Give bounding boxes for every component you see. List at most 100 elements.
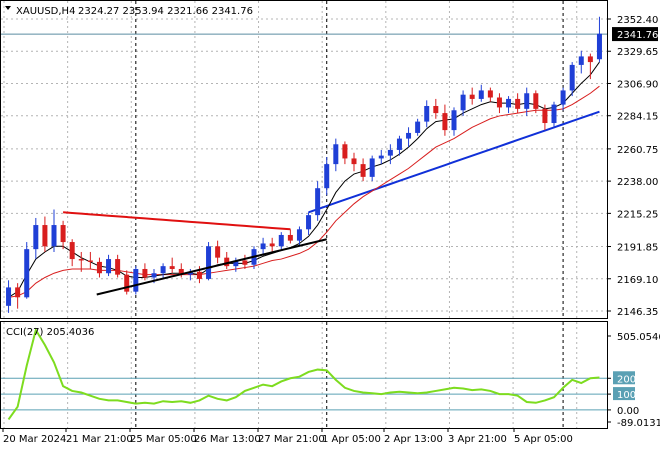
candle-body[interactable] [124, 274, 130, 292]
candle-body[interactable] [533, 93, 539, 109]
candle-body[interactable] [396, 138, 402, 150]
candle-body[interactable] [460, 94, 466, 111]
candle-body[interactable] [333, 144, 339, 165]
price-tick-label: 2215.25 [617, 209, 658, 220]
candle-body[interactable] [496, 97, 502, 108]
candle-body[interactable] [360, 164, 366, 177]
time-tick-label: 26 Mar 13:00 [194, 434, 261, 445]
time-tick-label: 3 Apr 21:00 [448, 434, 507, 445]
current-price-label: 2341.76 [617, 30, 658, 41]
price-tick-label: 2191.85 [617, 243, 658, 254]
symbol-label: XAUUSD,H4 [16, 6, 75, 17]
candle-body[interactable] [515, 98, 521, 109]
cci-tick-label: -89.0131 [617, 418, 660, 429]
candle-body[interactable] [569, 64, 575, 91]
candle-body[interactable] [342, 144, 348, 159]
candle-body[interactable] [415, 121, 421, 133]
candle-body[interactable] [442, 113, 448, 131]
candle-body[interactable] [542, 108, 548, 124]
candle-body[interactable] [151, 273, 157, 278]
candle-body[interactable] [433, 106, 439, 114]
price-tick-label: 2238.00 [617, 177, 658, 188]
candle-body[interactable] [51, 225, 57, 247]
candle-body[interactable] [24, 249, 30, 298]
candle-body[interactable] [187, 271, 193, 275]
candle-body[interactable] [60, 225, 66, 243]
candle-body[interactable] [406, 132, 412, 139]
candle-body[interactable] [324, 164, 330, 189]
candle-body[interactable] [487, 90, 493, 98]
candle-body[interactable] [69, 242, 75, 260]
candle-body[interactable] [178, 268, 184, 275]
cci-panel-frame [0, 321, 608, 429]
ohlc-values: 2324.27 2353.94 2321.66 2341.76 [78, 6, 253, 17]
time-tick-label: 20 Mar 2024 [3, 434, 66, 445]
candle-body[interactable] [33, 225, 39, 250]
candle-body[interactable] [306, 215, 312, 230]
candle-body[interactable] [296, 229, 302, 241]
candle-body[interactable] [87, 260, 93, 262]
cci-plot-area[interactable] [1, 327, 607, 420]
candle-body[interactable] [351, 158, 357, 165]
candle-body[interactable] [278, 234, 284, 247]
candle-body[interactable] [269, 243, 275, 247]
price-tick-label: 2146.35 [617, 307, 658, 318]
candle-body[interactable] [587, 56, 593, 63]
cci-line [7, 327, 600, 420]
time-tick-label: 1 Apr 05:00 [322, 434, 381, 445]
candle-body[interactable] [287, 234, 293, 241]
cci-level-label: 200 [617, 374, 636, 385]
upper-stop-line [63, 211, 291, 231]
candle-body[interactable] [315, 188, 321, 216]
candle-body[interactable] [160, 266, 166, 274]
dropdown-triangle-icon[interactable] [5, 6, 11, 10]
candle-body[interactable] [215, 246, 221, 258]
cci-level-marker [613, 371, 635, 385]
candle-body[interactable] [551, 104, 557, 124]
candle-body[interactable] [78, 259, 84, 261]
candle-body[interactable] [206, 246, 212, 279]
candle-body[interactable] [233, 260, 239, 267]
candle-body[interactable] [578, 56, 584, 65]
candle-body[interactable] [478, 90, 484, 99]
candle-body[interactable] [451, 110, 457, 131]
cci-level-label: 100 [617, 390, 636, 401]
candle-body[interactable] [196, 271, 202, 279]
candle-body[interactable] [524, 93, 530, 109]
time-tick-label: 21 Mar 21:00 [66, 434, 133, 445]
candle-body[interactable] [369, 158, 375, 177]
time-tick-label: 25 Mar 05:00 [130, 434, 197, 445]
candle-body[interactable] [506, 98, 512, 108]
lower-stop-line [308, 110, 600, 214]
cci-indicator-label: CCI(27) 205.4036 [6, 327, 94, 338]
candle-body[interactable] [596, 33, 602, 60]
cci-axis: 505.0546 200 100 0.00-89.0131 [607, 332, 660, 429]
candle-body[interactable] [424, 106, 430, 122]
candle-body[interactable] [115, 259, 121, 275]
candle-body[interactable] [96, 261, 102, 274]
candle-body[interactable] [42, 225, 48, 247]
price-plot-area[interactable] [6, 16, 602, 313]
candle-body[interactable] [106, 259, 112, 274]
candle-body[interactable] [169, 266, 175, 269]
trend-line[interactable] [96, 238, 327, 296]
candle-body[interactable] [387, 149, 393, 156]
candle-body[interactable] [378, 155, 384, 159]
candle-body[interactable] [469, 94, 475, 99]
candle-body[interactable] [560, 90, 566, 105]
candle-body[interactable] [142, 268, 148, 278]
time-tick-label: 2 Apr 13:00 [384, 434, 443, 445]
candle-body[interactable] [133, 268, 139, 292]
candle-body[interactable] [242, 260, 248, 265]
candle-body[interactable] [224, 257, 230, 267]
candle-body[interactable] [15, 287, 21, 298]
cci-tick-label: 505.0546 [617, 332, 660, 343]
candle-body[interactable] [6, 287, 12, 306]
price-tick-label: 2284.15 [617, 112, 658, 123]
current-price-marker [612, 27, 658, 42]
price-tick-label: 2260.75 [617, 145, 658, 156]
candle-body[interactable] [260, 243, 266, 250]
